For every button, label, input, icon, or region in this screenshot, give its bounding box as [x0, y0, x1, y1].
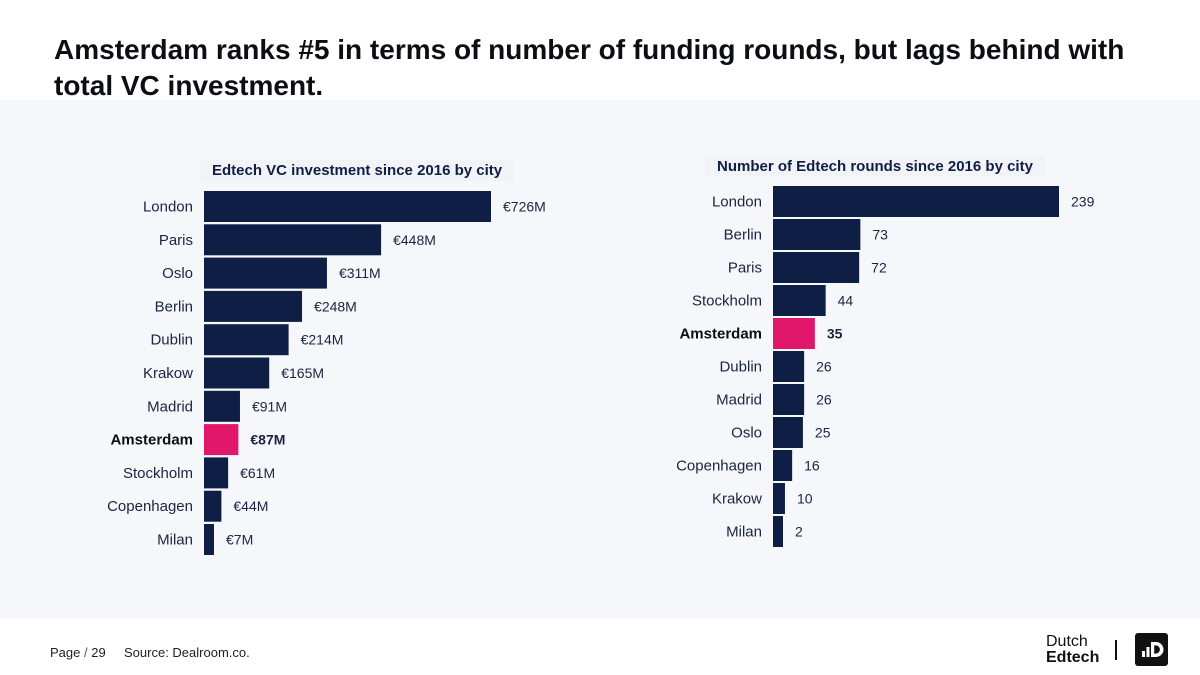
investment-category-label-berlin: Berlin: [155, 298, 193, 315]
rounds-bar-madrid: [773, 384, 805, 415]
investment-bar-stockholm: [204, 457, 229, 489]
rounds-bar-krakow: [773, 483, 785, 514]
investment-category-label-london: London: [143, 199, 193, 216]
rounds-value-label-copenhagen: 16: [804, 458, 820, 474]
investment-bar-milan: [204, 524, 214, 555]
logo-divider: [1115, 640, 1117, 660]
investment-bar-madrid: [204, 390, 240, 422]
rounds-category-label-dublin: Dublin: [719, 359, 762, 376]
investment-value-label-copenhagen: €44M: [233, 498, 268, 514]
investment-category-label-dublin: Dublin: [150, 332, 193, 349]
brand-line-2: Edtech: [1046, 649, 1100, 666]
investment-bar-copenhagen: [204, 490, 222, 522]
rounds-value-label-amsterdam: 35: [827, 326, 843, 342]
rounds-category-label-krakow: Krakow: [712, 491, 762, 508]
rounds-bar-berlin: [773, 219, 861, 250]
rounds-category-label-paris: Paris: [728, 260, 762, 277]
investment-value-label-amsterdam: €87M: [250, 432, 285, 448]
investment-bar-oslo: [204, 257, 327, 289]
investment-value-label-milan: €7M: [226, 532, 253, 548]
rounds-value-label-berlin: 73: [872, 227, 888, 243]
rounds-category-label-milan: Milan: [726, 524, 762, 541]
investment-value-label-madrid: €91M: [252, 398, 287, 414]
rounds-category-label-madrid: Madrid: [716, 392, 762, 409]
rounds-category-label-london: London: [712, 194, 762, 211]
rounds-value-label-milan: 2: [795, 524, 803, 540]
source-note: Source: Dealroom.co.: [124, 645, 250, 660]
investment-value-label-paris: €448M: [393, 232, 436, 248]
investment-category-label-amsterdam: Amsterdam: [110, 432, 193, 449]
investment-category-label-madrid: Madrid: [147, 398, 193, 415]
rounds-value-label-dublin: 26: [816, 359, 832, 375]
rounds-category-label-copenhagen: Copenhagen: [676, 458, 762, 475]
investment-value-label-berlin: €248M: [314, 298, 357, 314]
investment-bar-amsterdam: [204, 424, 239, 456]
investment-value-label-london: €726M: [503, 199, 546, 215]
investment-category-label-krakow: Krakow: [143, 365, 193, 382]
investment-bar-dublin: [204, 324, 289, 356]
investment-category-label-stockholm: Stockholm: [123, 465, 193, 482]
rounds-bar-milan: [773, 516, 783, 547]
chart-title-rounds: Number of Edtech rounds since 2016 by ci…: [705, 156, 1045, 177]
rounds-value-label-krakow: 10: [797, 491, 813, 507]
rounds-bar-amsterdam: [773, 318, 815, 349]
brand-logo-text: Dutch Edtech: [1046, 634, 1116, 666]
investment-value-label-krakow: €165M: [281, 365, 324, 381]
page-headline: Amsterdam ranks #5 in terms of number of…: [54, 34, 1125, 101]
page-number-value: 29: [91, 645, 106, 660]
rounds-value-label-oslo: 25: [815, 425, 831, 441]
investment-bar-london: [204, 191, 491, 222]
brand-line-1: Dutch: [1046, 633, 1088, 650]
rounds-category-label-amsterdam: Amsterdam: [679, 326, 762, 343]
investment-bar-berlin: [204, 290, 303, 322]
page-number: Page / 29: [50, 645, 106, 660]
rounds-category-label-oslo: Oslo: [731, 425, 762, 442]
investment-bar-paris: [204, 224, 382, 256]
investment-category-label-oslo: Oslo: [162, 265, 193, 282]
rounds-value-label-paris: 72: [871, 260, 887, 276]
rounds-bar-london: [773, 186, 1059, 217]
investment-category-label-paris: Paris: [159, 232, 193, 249]
rounds-value-label-stockholm: 44: [838, 293, 854, 309]
rounds-bar-oslo: [773, 417, 803, 448]
page-label-text: Page: [50, 645, 81, 660]
investment-value-label-dublin: €214M: [301, 332, 344, 348]
rounds-value-label-london: 239: [1071, 194, 1095, 210]
investment-category-label-copenhagen: Copenhagen: [107, 498, 193, 515]
investment-value-label-oslo: €311M: [339, 265, 381, 281]
rounds-category-label-stockholm: Stockholm: [692, 293, 762, 310]
investment-category-label-milan: Milan: [157, 532, 193, 549]
rounds-bar-copenhagen: [773, 450, 793, 481]
rounds-value-label-madrid: 26: [816, 392, 832, 408]
investment-bar-krakow: [204, 357, 270, 389]
rounds-bar-paris: [773, 252, 860, 283]
dutch-edtech-logo-icon: [1135, 633, 1168, 666]
rounds-category-label-berlin: Berlin: [724, 227, 762, 244]
investment-value-label-stockholm: €61M: [240, 465, 275, 481]
rounds-bar-dublin: [773, 351, 805, 382]
rounds-bar-stockholm: [773, 285, 826, 316]
chart-title-investment: Edtech VC investment since 2016 by city: [200, 160, 515, 181]
